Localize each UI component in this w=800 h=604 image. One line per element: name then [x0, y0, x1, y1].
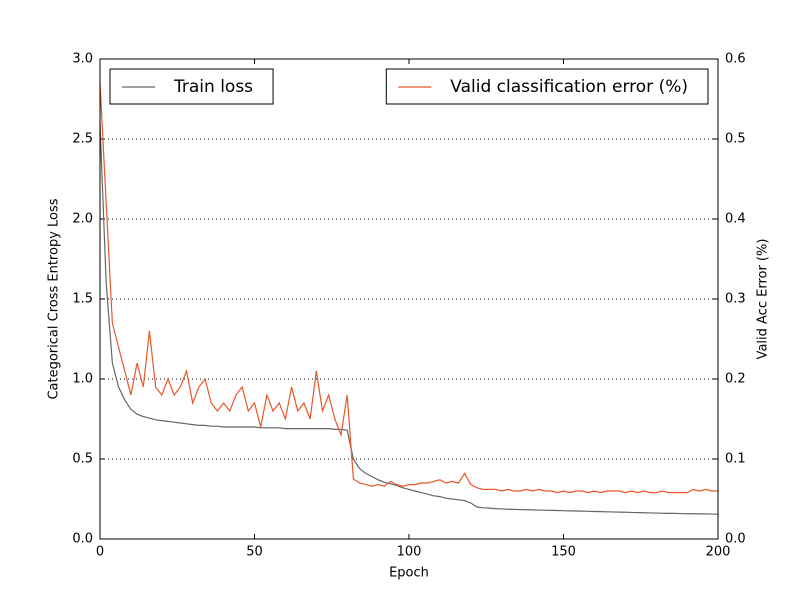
y-tick-label: 1.5 [72, 292, 93, 307]
y-tick-label: 2.0 [72, 212, 93, 227]
y2-tick-label: 0.6 [725, 52, 746, 67]
y-tick-label: 1.0 [72, 372, 93, 387]
y2-tick-label: 0.3 [725, 292, 746, 307]
x-tick-label: 50 [246, 545, 263, 560]
y-tick-label: 2.5 [72, 132, 93, 147]
y2-axis-label: Valid Acc Error (%) [756, 239, 771, 360]
plot-frame [99, 58, 719, 540]
y2-tick-label: 0.5 [725, 132, 746, 147]
y2-tick-label: 0.1 [725, 452, 746, 467]
legend-label: Train loss [173, 77, 253, 97]
y-tick-label: 0.0 [72, 532, 93, 547]
y2-tick-label: 0.4 [725, 212, 746, 227]
legend-label: Valid classification error (%) [450, 77, 688, 97]
x-tick-label: 100 [397, 545, 422, 560]
x-tick-label: 150 [551, 545, 576, 560]
data-line [99, 122, 719, 515]
x-tick-label: 200 [706, 545, 731, 560]
y2-tick-label: 0.2 [725, 372, 746, 387]
x-tick-label: 0 [96, 545, 104, 560]
x-axis-label: Epoch [389, 566, 429, 581]
y2-tick-label: 0.0 [725, 532, 746, 547]
y-tick-label: 0.5 [72, 452, 93, 467]
legend-box [385, 68, 709, 105]
y-tick-label: 3.0 [72, 52, 93, 67]
data-line [99, 82, 718, 494]
y-axis-label: Categorical Cross Entropy Loss [47, 198, 62, 399]
